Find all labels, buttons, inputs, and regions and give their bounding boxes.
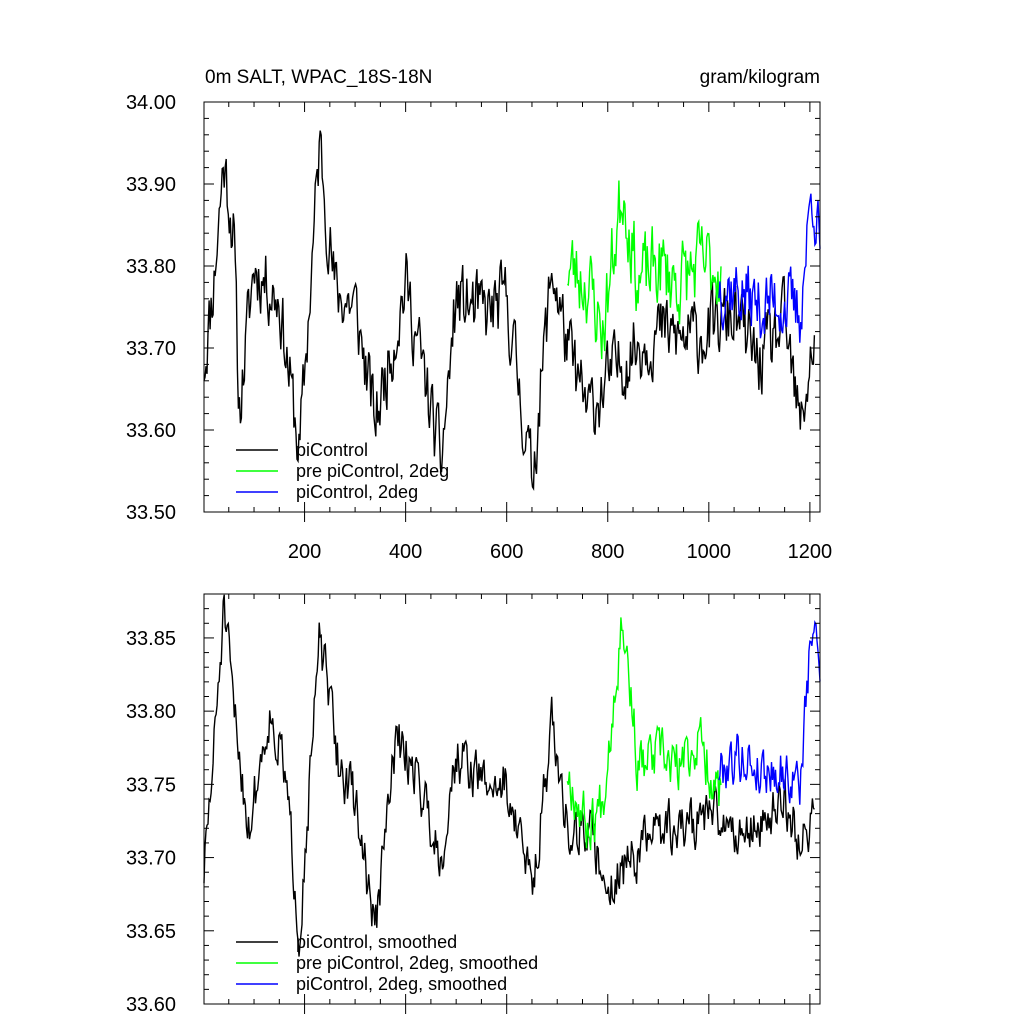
series-line-1 <box>203 594 815 957</box>
y-tick-label: 33.75 <box>126 774 176 796</box>
legend-label-1: piControl, smoothed <box>296 932 457 952</box>
plot-frame <box>203 101 821 513</box>
legend-label-3: piControl, 2deg <box>296 482 418 502</box>
y-tick-label: 33.60 <box>126 420 176 442</box>
x-tick-label: 1000 <box>687 541 732 563</box>
y-tick-label: 33.80 <box>126 701 176 723</box>
top-units: gram/kilogram <box>700 67 820 88</box>
series-line-3 <box>718 193 821 343</box>
y-tick-label: 33.70 <box>126 848 176 870</box>
y-tick-label: 33.60 <box>126 994 176 1016</box>
y-tick-label: 33.50 <box>126 502 176 524</box>
x-tick-label: 1200 <box>788 541 833 563</box>
legend-label-2: pre piControl, 2deg <box>296 461 449 481</box>
x-tick-label: 600 <box>490 541 523 563</box>
top-panel: 0m SALT, WPAC_18S-18N gram/kilogram 33.5… <box>126 67 832 563</box>
y-tick-label: 34.00 <box>126 92 176 114</box>
legend-label-2: pre piControl, 2deg, smoothed <box>296 953 538 973</box>
top-title: 0m SALT, WPAC_18S-18N <box>205 67 432 88</box>
series-line-2 <box>566 180 722 360</box>
y-tick-label: 33.90 <box>126 174 176 196</box>
y-tick-label: 33.70 <box>126 338 176 360</box>
y-tick-label: 33.85 <box>126 628 176 650</box>
legend-label-1: piControl <box>296 440 368 460</box>
y-tick-label: 33.80 <box>126 256 176 278</box>
x-tick-label: 800 <box>591 541 624 563</box>
series-line-3 <box>718 619 821 805</box>
x-tick-label: 400 <box>389 541 422 563</box>
series-line-2 <box>566 617 722 851</box>
bottom-panel: 33.60 33.65 33.70 33.75 33.80 33.85 piControl,… <box>126 593 821 1016</box>
series-line-1 <box>203 130 816 492</box>
legend-label-3: piControl, 2deg, smoothed <box>296 974 507 994</box>
x-tick-label: 200 <box>288 541 321 563</box>
y-tick-label: 33.65 <box>126 921 176 943</box>
